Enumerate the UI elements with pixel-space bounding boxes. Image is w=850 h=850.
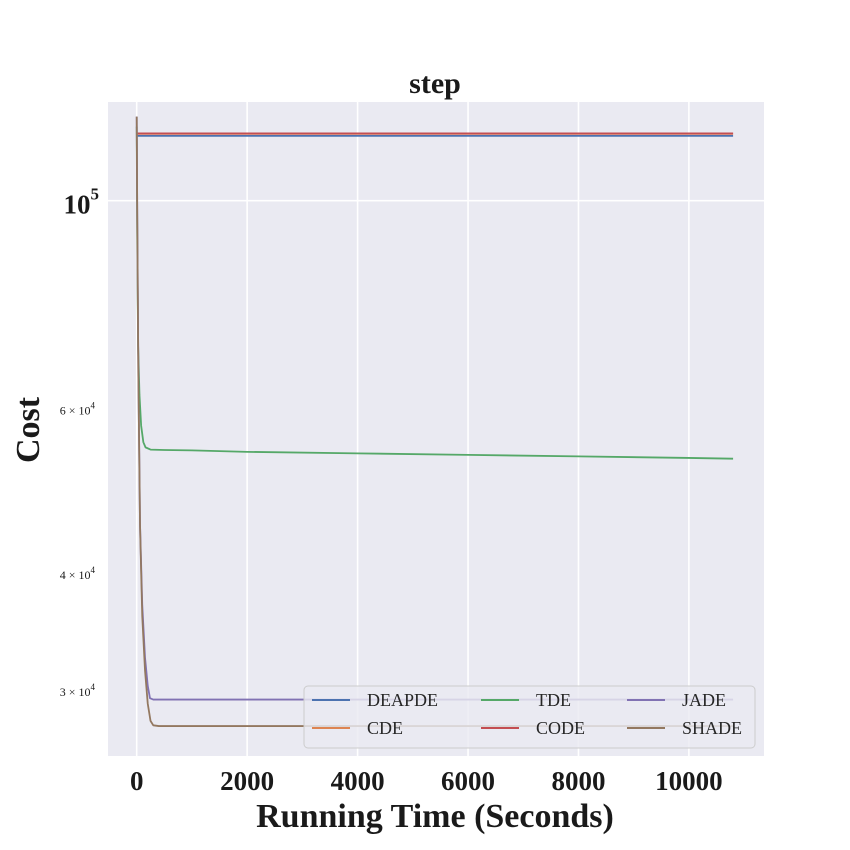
legend-label-code: CODE bbox=[536, 718, 585, 738]
x-tick-label: 4000 bbox=[331, 766, 385, 796]
x-tick-label: 10000 bbox=[655, 766, 723, 796]
legend-label-deapde: DEAPDE bbox=[367, 690, 438, 710]
legend: DEAPDE CDE TDE CODE JADE SHADE bbox=[303, 685, 756, 749]
legend-box bbox=[303, 685, 756, 749]
series-lines bbox=[135, 116, 734, 727]
y-minor-tick-label: 3 × 104 bbox=[60, 682, 96, 699]
y-tick-labels: 105 6 × 104 4 × 104 3 × 104 bbox=[60, 185, 99, 699]
legend-label-shade: SHADE bbox=[682, 718, 742, 738]
y-minor-tick-label: 6 × 104 bbox=[60, 400, 96, 417]
x-tick-labels: 0 2000 4000 6000 8000 10000 bbox=[130, 766, 723, 796]
series-line-shade bbox=[135, 116, 734, 727]
y-axis-label: Cost bbox=[10, 396, 47, 463]
plot-area bbox=[108, 102, 764, 756]
chart-title: step bbox=[409, 67, 461, 100]
legend-label-tde: TDE bbox=[536, 690, 571, 710]
x-tick-label: 2000 bbox=[220, 766, 274, 796]
x-tick-label: 6000 bbox=[441, 766, 495, 796]
legend-label-jade: JADE bbox=[682, 690, 726, 710]
x-tick-label: 0 bbox=[130, 766, 144, 796]
x-tick-label: 8000 bbox=[551, 766, 605, 796]
x-axis-label: Running Time (Seconds) bbox=[256, 798, 614, 835]
legend-label-cde: CDE bbox=[367, 718, 403, 738]
y-tick-label: 105 bbox=[64, 185, 100, 220]
y-minor-tick-label: 4 × 104 bbox=[60, 565, 96, 582]
